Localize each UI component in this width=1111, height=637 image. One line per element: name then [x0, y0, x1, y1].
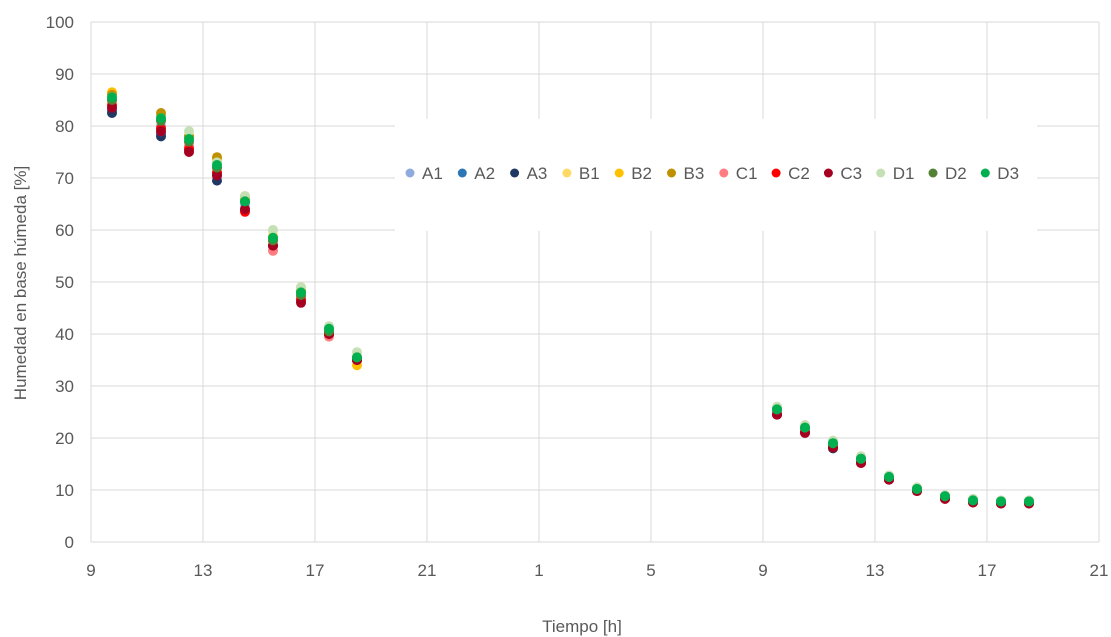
data-point — [856, 453, 866, 464]
data-point — [324, 323, 334, 334]
y-tick-label: 100 — [46, 13, 74, 32]
data-point — [996, 496, 1006, 507]
legend-label: A1 — [422, 164, 443, 183]
legend-marker — [457, 168, 467, 178]
legend-label: B2 — [631, 164, 652, 183]
legend-marker — [510, 168, 520, 178]
data-point — [107, 102, 117, 113]
x-tick-label: 5 — [646, 561, 655, 580]
series-D3 — [107, 92, 1034, 507]
legend-item: B3 — [667, 164, 704, 183]
legend-item: B2 — [614, 164, 652, 183]
grid-lines — [90, 21, 1100, 543]
data-point — [884, 472, 894, 482]
y-tick-label: 60 — [55, 221, 74, 240]
legend-label: D2 — [945, 164, 967, 183]
x-tick-label: 21 — [1090, 561, 1109, 580]
legend-item: D1 — [876, 164, 914, 183]
legend-item: D2 — [928, 164, 967, 183]
legend-marker — [719, 168, 729, 178]
data-point — [912, 483, 922, 494]
legend-item: D3 — [980, 164, 1019, 183]
data-point — [352, 352, 362, 363]
legend-label: D1 — [893, 164, 915, 183]
y-tick-label: 0 — [65, 533, 74, 552]
legend-label: C1 — [736, 164, 758, 183]
legend-item: A2 — [457, 164, 495, 183]
legend-marker — [405, 168, 415, 178]
legend-label: C2 — [788, 164, 810, 183]
legend-marker — [667, 168, 676, 178]
y-tick-label: 50 — [55, 273, 74, 292]
x-axis-title: Tiempo [h] — [542, 617, 622, 636]
x-tick-label: 1 — [534, 561, 543, 580]
x-tick-label: 17 — [306, 561, 325, 580]
legend-label: A3 — [527, 164, 548, 183]
y-tick-label: 80 — [55, 117, 74, 136]
legend-label: B3 — [684, 164, 705, 183]
legend-marker — [823, 168, 833, 178]
data-point — [772, 404, 782, 415]
data-point — [1024, 496, 1034, 507]
data-point — [940, 491, 950, 502]
legend: A1 A2 A3 B1 B2 B3 C1 C2 C3 D1 D2 D3 — [395, 119, 1037, 231]
x-tick-label: 17 — [978, 561, 997, 580]
data-point — [156, 113, 166, 124]
data-point — [156, 126, 166, 137]
x-tick-label: 9 — [758, 561, 767, 580]
data-point — [968, 495, 978, 506]
data-point — [184, 147, 194, 157]
x-tick-label: 13 — [194, 561, 213, 580]
y-tick-label: 30 — [55, 377, 74, 396]
data-point — [268, 232, 278, 243]
legend-item: C3 — [823, 164, 862, 183]
data-point — [800, 422, 810, 433]
legend-marker — [562, 168, 572, 178]
legend-marker — [980, 168, 990, 178]
x-axis-ticks: 9 13 17 21 1 5 9 13 17 21 — [86, 561, 1108, 580]
y-tick-label: 20 — [55, 429, 74, 448]
y-tick-label: 70 — [55, 169, 74, 188]
legend-label: A2 — [474, 164, 495, 183]
data-point — [828, 438, 838, 449]
y-tick-label: 10 — [55, 481, 74, 500]
data-point — [240, 204, 250, 215]
data-points — [107, 87, 1034, 509]
legend-label: D3 — [997, 164, 1019, 183]
data-point — [268, 225, 278, 235]
data-point — [184, 126, 194, 137]
x-tick-label: 13 — [866, 561, 885, 580]
y-axis-title: Humedad en base húmeda [%] — [11, 166, 30, 400]
legend-item: C2 — [771, 164, 810, 183]
legend-label: C3 — [840, 164, 862, 183]
x-tick-label: 9 — [86, 561, 95, 580]
data-point — [184, 134, 194, 144]
legend-marker — [876, 168, 886, 178]
legend-item: B1 — [562, 164, 600, 183]
data-point — [296, 287, 306, 298]
legend-label: B1 — [579, 164, 600, 183]
legend-marker — [771, 168, 781, 178]
legend-marker — [614, 168, 624, 178]
y-tick-label: 90 — [55, 65, 74, 84]
data-point — [240, 196, 250, 207]
x-tick-label: 21 — [418, 561, 437, 580]
legend-item: A3 — [510, 164, 547, 183]
legend-marker — [928, 168, 938, 178]
data-point — [212, 160, 222, 170]
legend-item: A1 — [405, 164, 443, 183]
data-point — [296, 297, 306, 308]
data-point — [212, 170, 222, 181]
legend-item: C1 — [719, 164, 758, 183]
data-point — [107, 92, 117, 103]
y-axis-ticks: 0 10 20 30 40 50 60 70 80 90 100 — [46, 13, 74, 552]
y-tick-label: 40 — [55, 325, 74, 344]
